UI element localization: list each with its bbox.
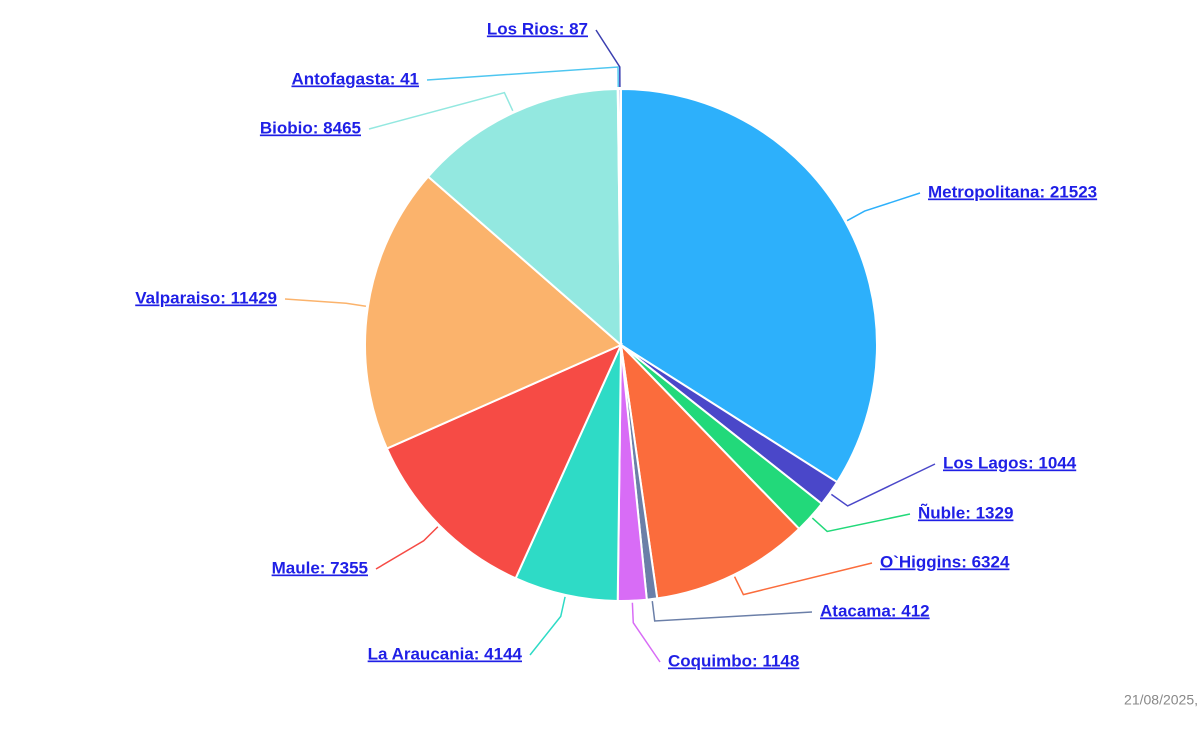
slice-label[interactable]: Los Rios: 87 [487, 19, 588, 38]
slice-label[interactable]: Metropolitana: 21523 [928, 182, 1097, 201]
leader-line [631, 602, 661, 663]
leader-line [830, 463, 936, 507]
slice-label[interactable]: Coquimbo: 1148 [668, 651, 799, 670]
pie-slice [617, 87, 622, 346]
leader-line [529, 596, 566, 656]
leader-line [651, 601, 813, 622]
slice-label[interactable]: Antofagasta: 41 [291, 69, 419, 88]
pie-slice [385, 343, 623, 580]
leader-line [811, 513, 911, 533]
leader-line [846, 192, 921, 222]
leader-line [426, 66, 619, 88]
slice-label[interactable]: Maule: 7355 [272, 558, 368, 577]
slice-label[interactable]: Los Lagos: 1044 [943, 453, 1077, 472]
slice-label[interactable]: Biobio: 8465 [260, 118, 361, 137]
slice-label[interactable]: Ñuble: 1329 [918, 502, 1013, 522]
footer-date: 21/08/2025, [1124, 692, 1198, 708]
leader-line [733, 562, 873, 596]
leader-line [368, 91, 514, 130]
pie-slice [619, 342, 801, 600]
slice-label[interactable]: O`Higgins: 6324 [880, 552, 1010, 571]
leader-line [284, 298, 367, 308]
pie-slice [620, 87, 878, 484]
slice-label[interactable]: Atacama: 412 [820, 601, 930, 620]
slice-label[interactable]: Valparaiso: 11429 [135, 288, 277, 307]
leader-line [375, 526, 439, 570]
slice-label[interactable]: La Araucania: 4144 [368, 644, 523, 663]
pie-slice [426, 88, 623, 348]
pie-slice [364, 175, 623, 450]
leader-line [595, 29, 621, 88]
